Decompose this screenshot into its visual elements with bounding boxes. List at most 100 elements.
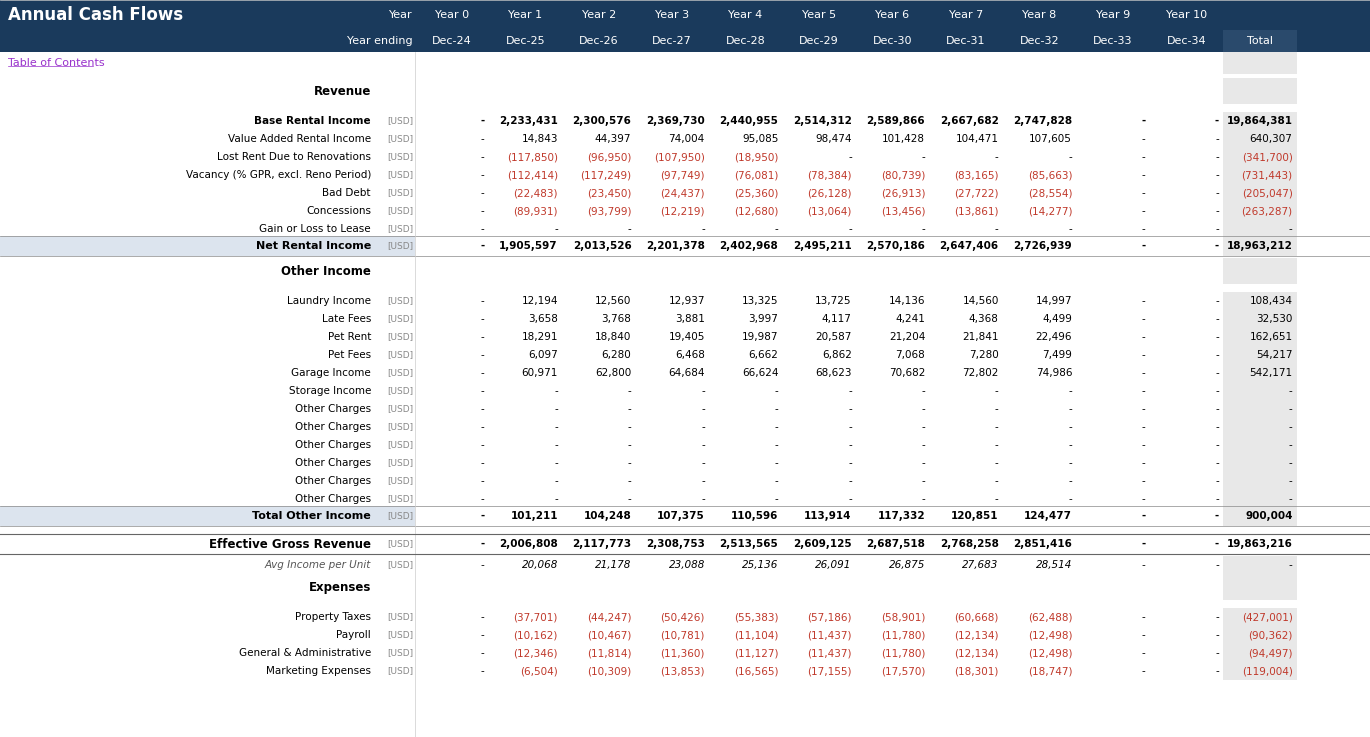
Text: Year 8: Year 8 [1022,10,1056,20]
Text: -: - [1141,296,1145,306]
Text: (13,853): (13,853) [660,666,704,676]
Text: -: - [1215,332,1219,342]
Text: Pet Rent: Pet Rent [327,332,371,342]
Text: 2,233,431: 2,233,431 [499,116,558,126]
Text: 104,471: 104,471 [956,134,999,144]
Text: 2,514,312: 2,514,312 [793,116,852,126]
Text: Year 1: Year 1 [508,10,543,20]
Text: -: - [922,386,925,396]
Text: 2,308,753: 2,308,753 [647,539,704,549]
Text: (11,104): (11,104) [734,630,778,640]
Text: Gain or Loss to Lease: Gain or Loss to Lease [259,224,371,234]
Text: (341,700): (341,700) [1241,152,1292,162]
Text: Year 5: Year 5 [801,10,836,20]
Text: (112,414): (112,414) [507,170,558,180]
Text: -: - [481,170,485,180]
Text: [USD]: [USD] [386,612,412,621]
Bar [1223,166,1296,184]
Text: -: - [1215,116,1219,126]
Text: -: - [774,494,778,504]
Text: -: - [555,476,558,486]
Text: -: - [481,224,485,234]
Text: -: - [481,188,485,198]
Text: 3,768: 3,768 [601,314,632,324]
Text: -: - [555,440,558,450]
Text: -: - [1215,206,1219,216]
Text: -: - [1215,539,1219,549]
Text: (96,950): (96,950) [586,152,632,162]
Text: -: - [1289,476,1292,486]
Text: Dec-33: Dec-33 [1093,36,1133,46]
Text: (18,747): (18,747) [1028,666,1073,676]
Text: (24,437): (24,437) [660,188,704,198]
Text: 2,513,565: 2,513,565 [719,539,778,549]
Text: 14,843: 14,843 [522,134,558,144]
Text: -: - [481,630,485,640]
Text: -: - [848,476,852,486]
Text: -: - [1215,386,1219,396]
Text: Lost Rent Due to Renovations: Lost Rent Due to Renovations [216,152,371,162]
Text: 6,662: 6,662 [748,350,778,360]
Text: 14,136: 14,136 [889,296,925,306]
Text: -: - [1069,404,1073,414]
Text: (58,901): (58,901) [881,612,925,622]
Text: -: - [481,476,485,486]
Text: -: - [1069,476,1073,486]
Text: -: - [555,494,558,504]
Text: 68,623: 68,623 [815,368,852,378]
Text: 2,726,939: 2,726,939 [1014,241,1073,251]
Text: [USD]: [USD] [386,134,412,144]
Text: 95,085: 95,085 [743,134,778,144]
Text: -: - [995,422,999,432]
Text: -: - [481,332,485,342]
Text: 2,851,416: 2,851,416 [1014,539,1073,549]
Text: (117,249): (117,249) [581,170,632,180]
Text: Year 3: Year 3 [655,10,689,20]
Text: -: - [1289,560,1292,570]
Text: -: - [627,386,632,396]
Text: [USD]: [USD] [386,386,412,396]
Bar [1223,292,1296,310]
Text: (12,498): (12,498) [1028,630,1073,640]
Bar [1223,148,1296,166]
Text: 101,211: 101,211 [511,511,558,521]
Text: -: - [1215,314,1219,324]
Text: -: - [1141,170,1145,180]
Text: -: - [1069,152,1073,162]
Text: -: - [1141,368,1145,378]
Text: -: - [1141,494,1145,504]
Text: 54,217: 54,217 [1256,350,1292,360]
Text: -: - [774,224,778,234]
Text: Dec-30: Dec-30 [873,36,912,46]
Text: [USD]: [USD] [386,511,412,520]
Text: -: - [555,458,558,468]
Text: -: - [627,224,632,234]
Text: -: - [848,440,852,450]
Text: -: - [701,386,704,396]
Bar [1223,346,1296,364]
Text: -: - [1215,666,1219,676]
Bar [1223,52,1296,74]
Text: 3,997: 3,997 [748,314,778,324]
Text: -: - [922,440,925,450]
Text: [USD]: [USD] [386,351,412,360]
Text: -: - [848,386,852,396]
Text: -: - [627,404,632,414]
Text: (10,162): (10,162) [514,630,558,640]
Text: -: - [481,152,485,162]
Text: (78,384): (78,384) [807,170,852,180]
Text: 6,280: 6,280 [601,350,632,360]
Text: -: - [922,152,925,162]
Text: Dec-29: Dec-29 [799,36,838,46]
Text: (80,739): (80,739) [881,170,925,180]
Text: 19,987: 19,987 [741,332,778,342]
Text: 21,841: 21,841 [962,332,999,342]
Text: -: - [1069,440,1073,450]
Text: -: - [1215,241,1219,251]
Text: Payroll: Payroll [336,630,371,640]
Text: 23,088: 23,088 [669,560,704,570]
Text: -: - [1215,134,1219,144]
Text: Pet Fees: Pet Fees [327,350,371,360]
Text: (44,247): (44,247) [586,612,632,622]
Text: (50,426): (50,426) [660,612,704,622]
